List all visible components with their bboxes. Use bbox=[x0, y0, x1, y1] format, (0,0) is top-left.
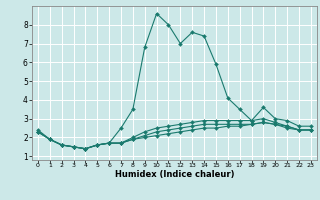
X-axis label: Humidex (Indice chaleur): Humidex (Indice chaleur) bbox=[115, 170, 234, 179]
